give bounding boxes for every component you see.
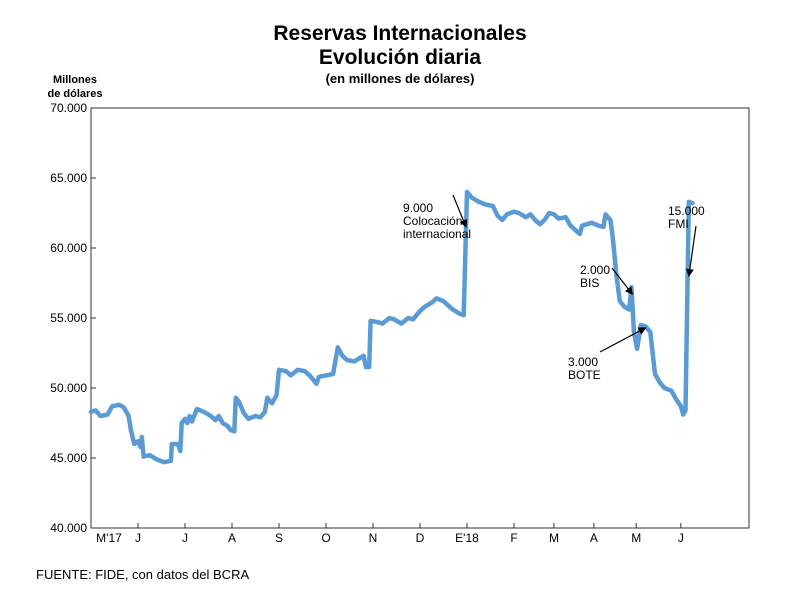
- x-tick-label: S: [275, 531, 283, 545]
- x-tick-label: M: [631, 531, 641, 545]
- annotation-line: FMI: [668, 217, 689, 231]
- annotation-label: 15.000 FMI: [668, 204, 705, 231]
- annotations: 9.000 Colocación internacional 2.000 BIS 3.00…: [403, 194, 705, 382]
- x-tick-label: M: [549, 531, 559, 545]
- annotation-label: 3.000 BOTE: [568, 355, 601, 382]
- x-tick-label: D: [416, 531, 425, 545]
- annotation-label: 2.000 BIS: [580, 263, 610, 290]
- annotation-line: 3.000: [568, 355, 598, 369]
- y-tick-label: 70.000: [50, 101, 87, 115]
- annotation-line: Colocación: [403, 214, 462, 228]
- x-tick-label: J: [678, 531, 684, 545]
- x-tick-label: F: [510, 531, 517, 545]
- x-tick-label: A: [590, 531, 598, 545]
- x-axis: M'17 J J A S O N D E'18 F M A M J: [90, 523, 684, 545]
- x-tick-label: A: [228, 531, 236, 545]
- annotation-arrow: [685, 225, 697, 277]
- annotation-line: internacional: [403, 227, 471, 241]
- x-tick-label: J: [135, 531, 141, 545]
- y-tick-label: 65.000: [50, 171, 87, 185]
- annotation-line: BIS: [580, 276, 599, 290]
- annotation-line: BOTE: [568, 368, 601, 382]
- x-tick-label: E'18: [455, 531, 479, 545]
- source-note: FUENTE: FIDE, con datos del BCRA: [36, 567, 250, 582]
- annotation-arrow: [452, 194, 468, 228]
- annotation-line: 15.000: [668, 204, 705, 218]
- plot-frame: [90, 107, 750, 529]
- annotation-label: 9.000 Colocación internacional: [403, 201, 471, 241]
- x-tick-label: O: [321, 531, 330, 545]
- annotation-line: 9.000: [403, 201, 433, 215]
- chart-subtitle: Evolución diaria: [318, 46, 482, 69]
- y-axis-label-line1: Millones: [52, 74, 97, 86]
- x-tick-label: M'17: [96, 531, 122, 545]
- chart-title: Reservas Internacionales: [273, 22, 527, 45]
- y-tick-label: 50.000: [50, 381, 87, 395]
- y-tick-label: 60.000: [50, 241, 87, 255]
- annotation-arrow: [599, 327, 647, 353]
- y-tick-label: 40.000: [50, 521, 87, 535]
- y-axis-label-line2: de dólares: [47, 88, 103, 100]
- annotation-arrow: [611, 267, 634, 295]
- chart-units: (en millones de dólares): [325, 71, 475, 86]
- y-tick-label: 55.000: [50, 311, 87, 325]
- y-axis: 40.000 45.000 50.000 55.000 60.000 65.000 70.0…: [50, 101, 96, 535]
- x-tick-label: J: [182, 531, 188, 545]
- series-layer: [88, 189, 695, 465]
- annotation-line: 2.000: [580, 263, 610, 277]
- y-tick-label: 45.000: [50, 451, 87, 465]
- reserves-series-line: [88, 189, 695, 465]
- x-tick-label: N: [369, 531, 378, 545]
